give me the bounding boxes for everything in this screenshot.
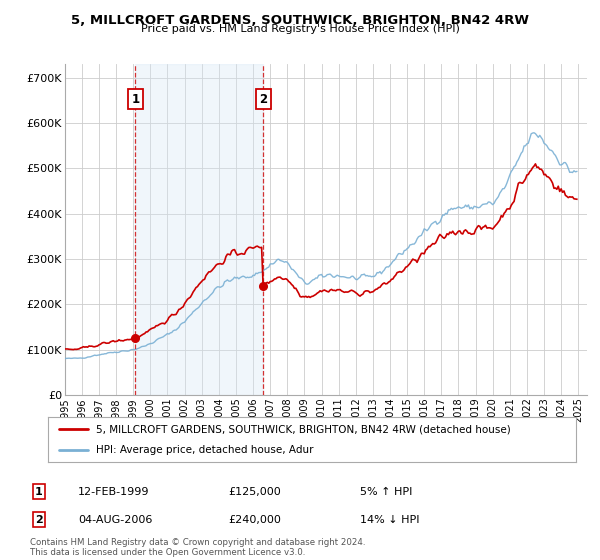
- Text: 1: 1: [131, 92, 139, 106]
- Text: £240,000: £240,000: [228, 515, 281, 525]
- Text: Contains HM Land Registry data © Crown copyright and database right 2024.
This d: Contains HM Land Registry data © Crown c…: [30, 538, 365, 557]
- Text: 5, MILLCROFT GARDENS, SOUTHWICK, BRIGHTON, BN42 4RW (detached house): 5, MILLCROFT GARDENS, SOUTHWICK, BRIGHTO…: [95, 424, 510, 435]
- Text: 5% ↑ HPI: 5% ↑ HPI: [360, 487, 412, 497]
- Text: £125,000: £125,000: [228, 487, 281, 497]
- Text: 04-AUG-2006: 04-AUG-2006: [78, 515, 152, 525]
- Text: 1: 1: [35, 487, 43, 497]
- Bar: [136, 64, 263, 395]
- Text: 2: 2: [35, 515, 43, 525]
- Text: Price paid vs. HM Land Registry's House Price Index (HPI): Price paid vs. HM Land Registry's House …: [140, 24, 460, 34]
- Text: 2: 2: [259, 92, 267, 106]
- Text: 12-FEB-1999: 12-FEB-1999: [78, 487, 149, 497]
- Text: HPI: Average price, detached house, Adur: HPI: Average price, detached house, Adur: [95, 445, 313, 455]
- Text: 5, MILLCROFT GARDENS, SOUTHWICK, BRIGHTON, BN42 4RW: 5, MILLCROFT GARDENS, SOUTHWICK, BRIGHTO…: [71, 14, 529, 27]
- Text: 14% ↓ HPI: 14% ↓ HPI: [360, 515, 419, 525]
